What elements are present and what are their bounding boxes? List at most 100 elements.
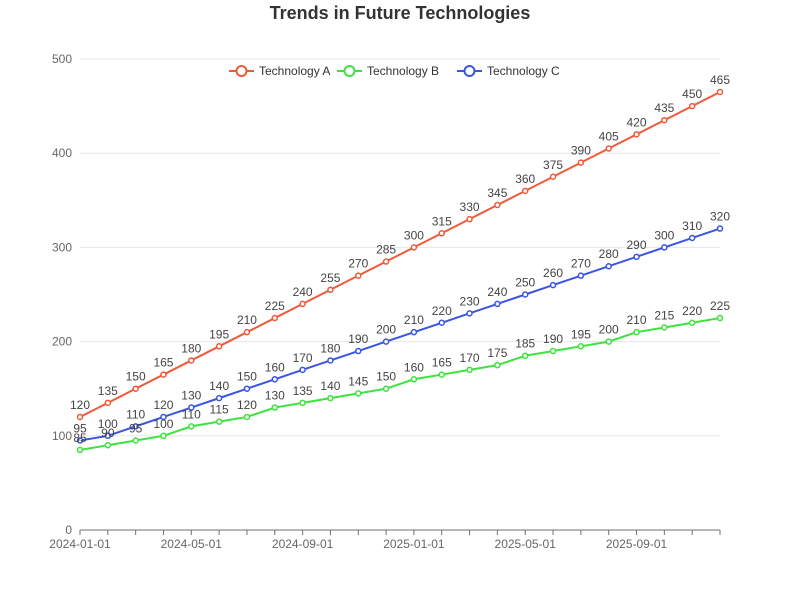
data-point[interactable] bbox=[410, 328, 418, 336]
data-point[interactable] bbox=[577, 159, 585, 166]
data-label: 290 bbox=[627, 238, 647, 252]
data-label: 150 bbox=[376, 370, 396, 384]
legend-item[interactable]: Technology C bbox=[457, 64, 560, 78]
data-point[interactable] bbox=[104, 399, 112, 407]
axes: 0 100 200 300 400 500 2024-01-01 2024-05-01 2024… bbox=[49, 52, 721, 551]
data-point[interactable] bbox=[355, 390, 362, 397]
data-point[interactable] bbox=[327, 394, 334, 402]
data-point[interactable] bbox=[382, 258, 390, 265]
data-point[interactable] bbox=[716, 225, 724, 232]
data-point[interactable] bbox=[438, 371, 445, 378]
data-point[interactable] bbox=[327, 286, 334, 294]
data-point[interactable] bbox=[494, 361, 501, 369]
data-label: 320 bbox=[710, 210, 730, 224]
data-point[interactable] bbox=[633, 131, 640, 138]
data-point[interactable] bbox=[688, 319, 696, 327]
data-point[interactable] bbox=[521, 352, 529, 359]
data-point[interactable] bbox=[605, 145, 612, 152]
data-point[interactable] bbox=[188, 423, 195, 430]
data-point[interactable] bbox=[104, 441, 112, 449]
data-label: 435 bbox=[654, 101, 674, 115]
data-point[interactable] bbox=[633, 328, 640, 336]
legend-item[interactable]: Technology A bbox=[229, 64, 330, 78]
data-point[interactable] bbox=[438, 319, 445, 327]
data-point[interactable] bbox=[382, 385, 390, 392]
data-point[interactable] bbox=[76, 437, 84, 444]
data-point[interactable] bbox=[188, 404, 195, 411]
data-point[interactable] bbox=[410, 376, 418, 383]
data-point[interactable] bbox=[132, 385, 139, 392]
data-point[interactable] bbox=[549, 173, 557, 180]
data-point[interactable] bbox=[466, 215, 473, 223]
data-point[interactable] bbox=[160, 371, 167, 378]
legend[interactable]: Technology A Technology B Technology C bbox=[229, 64, 560, 78]
data-point[interactable] bbox=[132, 437, 139, 444]
data-point[interactable] bbox=[577, 272, 585, 279]
data-point[interactable] bbox=[104, 432, 112, 440]
data-point[interactable] bbox=[466, 310, 473, 317]
data-label: 360 bbox=[515, 172, 535, 186]
data-point[interactable] bbox=[215, 418, 223, 425]
data-labels: 120 135 150 165 180 195 210 225 240 255 270 285 300 3… bbox=[70, 73, 730, 445]
legend-item[interactable]: Technology B bbox=[337, 64, 439, 78]
data-label: 95 bbox=[129, 422, 143, 436]
data-point[interactable] bbox=[215, 343, 223, 350]
data-point[interactable] bbox=[382, 338, 390, 345]
data-point[interactable] bbox=[688, 234, 696, 242]
data-point[interactable] bbox=[605, 338, 612, 345]
data-label: 170 bbox=[293, 351, 313, 365]
data-point[interactable] bbox=[661, 116, 668, 124]
data-label: 180 bbox=[181, 341, 201, 355]
data-label: 190 bbox=[543, 332, 563, 346]
data-point[interactable] bbox=[327, 357, 334, 364]
data-point[interactable] bbox=[188, 357, 195, 364]
data-point[interactable] bbox=[355, 347, 362, 355]
data-point[interactable] bbox=[243, 328, 251, 336]
grid bbox=[80, 58, 720, 437]
data-point[interactable] bbox=[76, 446, 84, 454]
data-point[interactable] bbox=[716, 314, 724, 322]
data-point[interactable] bbox=[661, 324, 668, 331]
data-label: 330 bbox=[460, 200, 480, 214]
data-point[interactable] bbox=[355, 272, 362, 279]
data-point[interactable] bbox=[661, 244, 668, 251]
data-point[interactable] bbox=[271, 314, 279, 322]
data-point[interactable] bbox=[271, 376, 279, 383]
data-point[interactable] bbox=[410, 244, 418, 251]
data-point[interactable] bbox=[215, 394, 223, 402]
data-point[interactable] bbox=[521, 291, 529, 298]
data-point[interactable] bbox=[299, 399, 306, 407]
data-point[interactable] bbox=[716, 88, 724, 96]
data-point[interactable] bbox=[132, 423, 139, 430]
data-point[interactable] bbox=[605, 262, 612, 270]
data-label: 405 bbox=[599, 129, 619, 143]
data-point[interactable] bbox=[160, 413, 167, 421]
data-label: 345 bbox=[487, 186, 507, 200]
data-point[interactable] bbox=[494, 300, 501, 308]
data-point[interactable] bbox=[271, 404, 279, 411]
data-label: 145 bbox=[348, 374, 368, 388]
data-point[interactable] bbox=[494, 201, 501, 209]
data-point[interactable] bbox=[549, 281, 557, 289]
data-label: 110 bbox=[182, 407, 201, 421]
data-label: 195 bbox=[209, 327, 229, 341]
data-point[interactable] bbox=[299, 300, 306, 308]
data-point[interactable] bbox=[299, 366, 306, 374]
data-point[interactable] bbox=[160, 432, 167, 440]
data-point[interactable] bbox=[521, 187, 529, 195]
data-point[interactable] bbox=[688, 102, 696, 110]
legend-label: Technology B bbox=[367, 64, 439, 78]
data-point[interactable] bbox=[438, 230, 445, 237]
data-label: 300 bbox=[654, 228, 674, 242]
data-point[interactable] bbox=[549, 347, 557, 355]
data-point[interactable] bbox=[577, 343, 585, 350]
legend-marker-icon bbox=[235, 65, 248, 77]
data-label: 140 bbox=[209, 379, 229, 393]
data-point[interactable] bbox=[633, 253, 640, 261]
data-point[interactable] bbox=[76, 413, 84, 421]
y-tick-label: 0 bbox=[65, 523, 72, 537]
data-point[interactable] bbox=[243, 413, 251, 421]
data-point[interactable] bbox=[466, 366, 473, 374]
data-point[interactable] bbox=[243, 385, 251, 392]
y-tick-label: 300 bbox=[52, 240, 72, 254]
